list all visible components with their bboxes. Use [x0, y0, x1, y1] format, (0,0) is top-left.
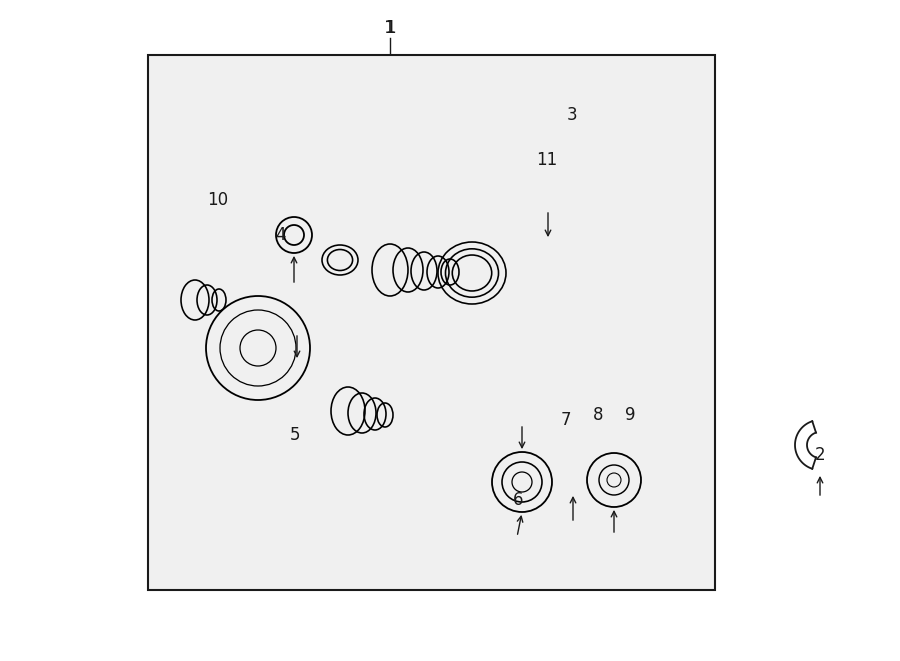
Text: 8: 8 — [593, 406, 603, 424]
Text: 11: 11 — [536, 151, 558, 169]
Text: 2: 2 — [814, 446, 825, 464]
Text: 7: 7 — [561, 411, 572, 429]
Text: 10: 10 — [207, 191, 229, 209]
Bar — [148, 55, 715, 590]
Text: 3: 3 — [567, 106, 577, 124]
Text: 4: 4 — [274, 226, 285, 244]
Text: 1: 1 — [384, 19, 395, 37]
Text: 6: 6 — [513, 491, 523, 509]
Text: 9: 9 — [625, 406, 635, 424]
Text: 1: 1 — [384, 19, 396, 37]
Text: 5: 5 — [290, 426, 301, 444]
